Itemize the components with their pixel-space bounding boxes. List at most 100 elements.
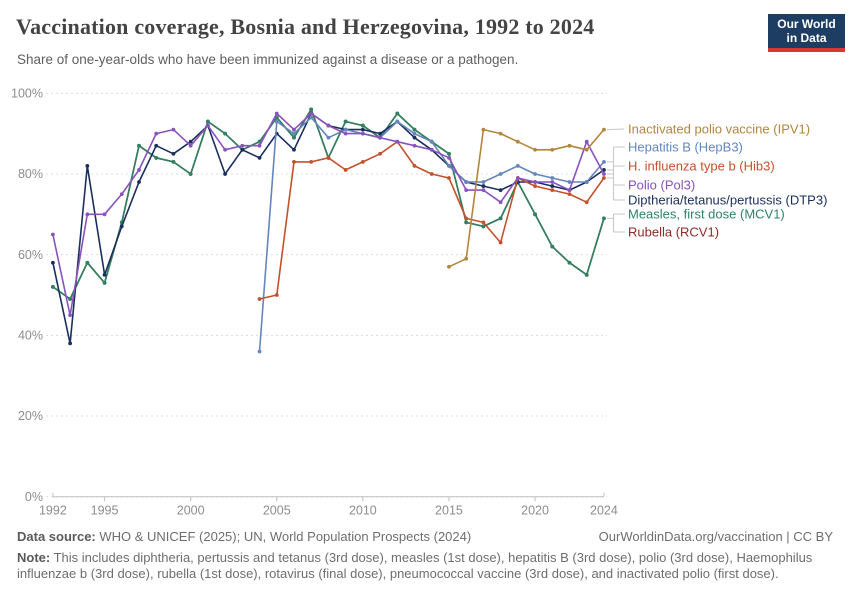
series-line-ipv1[interactable] xyxy=(448,128,605,268)
data-source-label: Data source: xyxy=(17,529,96,544)
series-point-dtp3 xyxy=(188,139,193,144)
series-point-dtp3 xyxy=(481,184,486,188)
series-point-hepb3 xyxy=(447,164,451,168)
series-point-hib3 xyxy=(533,184,537,188)
series-point-hib3 xyxy=(378,151,382,156)
series-point-hepb3 xyxy=(515,164,520,168)
series-point-hib3 xyxy=(257,297,262,301)
series-point-pol3 xyxy=(584,139,589,144)
series-point-pol3 xyxy=(274,111,279,116)
series-point-pol3 xyxy=(102,212,107,217)
series-point-pol3 xyxy=(343,131,348,136)
series-point-dtp3 xyxy=(378,131,382,136)
series-point-mcv1 xyxy=(464,220,469,225)
chart-footer: Data source: WHO & UNICEF (2025); UN, Wo… xyxy=(17,529,833,581)
series-point-pol3 xyxy=(447,155,451,160)
series-point-ipv1 xyxy=(533,147,537,152)
series-point-pol3 xyxy=(326,123,331,128)
series-point-hepb3 xyxy=(274,119,279,124)
series-point-ipv1 xyxy=(550,147,555,152)
series-point-hib3 xyxy=(343,168,348,172)
x-axis-label: 2010 xyxy=(349,504,377,518)
series-point-mcv1 xyxy=(68,297,73,301)
series-point-mcv1 xyxy=(584,272,589,277)
series-point-mcv1 xyxy=(51,285,55,289)
series-point-pol3 xyxy=(550,180,555,184)
series-point-ipv1 xyxy=(602,127,606,132)
series-point-hepb3 xyxy=(464,180,469,184)
series-point-dtp3 xyxy=(85,164,90,168)
y-axis-label: 60% xyxy=(18,248,43,262)
series-point-ipv1 xyxy=(584,147,589,152)
series-point-ipv1 xyxy=(481,127,486,132)
series-point-ipv1 xyxy=(567,143,572,148)
series-point-mcv1 xyxy=(550,244,555,249)
series-point-pol3 xyxy=(309,111,314,116)
series-line-hepb3[interactable] xyxy=(258,116,605,352)
data-source-text: WHO & UNICEF (2025); UN, World Populatio… xyxy=(95,529,472,544)
page-subtitle: Share of one-year-olds who have been imm… xyxy=(17,52,519,67)
series-point-pol3 xyxy=(412,143,417,148)
page-title: Vaccination coverage, Bosnia and Herzego… xyxy=(16,14,595,39)
x-axis-label: 2000 xyxy=(177,504,205,518)
legend-item-hib3[interactable]: H. influenza type b (Hib3) xyxy=(628,159,775,174)
series-point-hib3 xyxy=(326,155,331,160)
series-point-hib3 xyxy=(567,192,572,197)
series-point-hib3 xyxy=(309,159,314,164)
series-point-mcv1 xyxy=(188,172,193,176)
x-axis-label: 2024 xyxy=(590,504,618,518)
legend-item-mcv1[interactable]: Measles, first dose (MCV1) xyxy=(628,207,785,222)
series-point-mcv1 xyxy=(102,280,107,285)
series-point-pol3 xyxy=(119,192,124,197)
series-point-pol3 xyxy=(205,123,210,128)
series-point-pol3 xyxy=(154,131,159,136)
legend-item-ipv1[interactable]: Inactivated polio vaccine (IPV1) xyxy=(628,122,810,137)
legend-item-dtp3[interactable]: Diptheria/tetanus/pertussis (DTP3) xyxy=(628,193,827,208)
series-point-hepb3 xyxy=(584,180,589,184)
series-point-mcv1 xyxy=(309,107,314,112)
series-point-dtp3 xyxy=(102,272,107,277)
series-point-dtp3 xyxy=(292,147,296,152)
logo-line1: Our World xyxy=(777,17,836,31)
series-point-hepb3 xyxy=(412,131,417,136)
series-line-dtp3[interactable] xyxy=(52,112,605,345)
series-point-pol3 xyxy=(429,147,434,152)
series-point-mcv1 xyxy=(154,155,159,160)
series-point-mcv1 xyxy=(292,135,296,140)
series-point-hepb3 xyxy=(309,115,314,120)
series-point-hib3 xyxy=(447,176,451,180)
legend-item-rcv1[interactable]: Rubella (RCV1) xyxy=(628,225,719,240)
series-point-dtp3 xyxy=(257,155,262,160)
note-text: This includes diphtheria, pertussis and … xyxy=(17,550,813,581)
series-point-pol3 xyxy=(378,135,382,140)
series-point-hepb3 xyxy=(395,119,400,124)
series-point-ipv1 xyxy=(447,264,451,269)
legend-connector xyxy=(606,128,625,131)
series-point-mcv1 xyxy=(343,119,348,124)
series-point-mcv1 xyxy=(602,216,606,221)
series-point-hib3 xyxy=(274,293,279,297)
series-line-hib3[interactable] xyxy=(259,140,605,300)
series-point-pol3 xyxy=(68,313,73,318)
series-point-pol3 xyxy=(567,188,572,193)
series-point-dtp3 xyxy=(137,180,141,184)
series-point-mcv1 xyxy=(447,151,451,156)
series-point-hepb3 xyxy=(567,180,572,184)
y-axis-label: 80% xyxy=(18,167,43,181)
series-point-dtp3 xyxy=(498,188,503,193)
series-point-pol3 xyxy=(533,180,537,184)
series-point-pol3 xyxy=(481,188,486,193)
series-point-hepb3 xyxy=(343,127,348,132)
series-point-hepb3 xyxy=(257,349,262,354)
series-point-hepb3 xyxy=(292,131,296,136)
series-point-hepb3 xyxy=(481,180,486,184)
series-point-mcv1 xyxy=(85,260,90,265)
series-point-dtp3 xyxy=(223,172,228,176)
legend-item-hepb3[interactable]: Hepatitis B (HepB3) xyxy=(628,140,743,155)
owid-link[interactable]: OurWorldinData.org/vaccination | CC BY xyxy=(598,529,833,544)
series-point-hepb3 xyxy=(533,172,537,176)
owid-logo[interactable]: Our World in Data xyxy=(768,14,845,52)
legend-item-pol3[interactable]: Polio (Pol3) xyxy=(628,178,695,193)
